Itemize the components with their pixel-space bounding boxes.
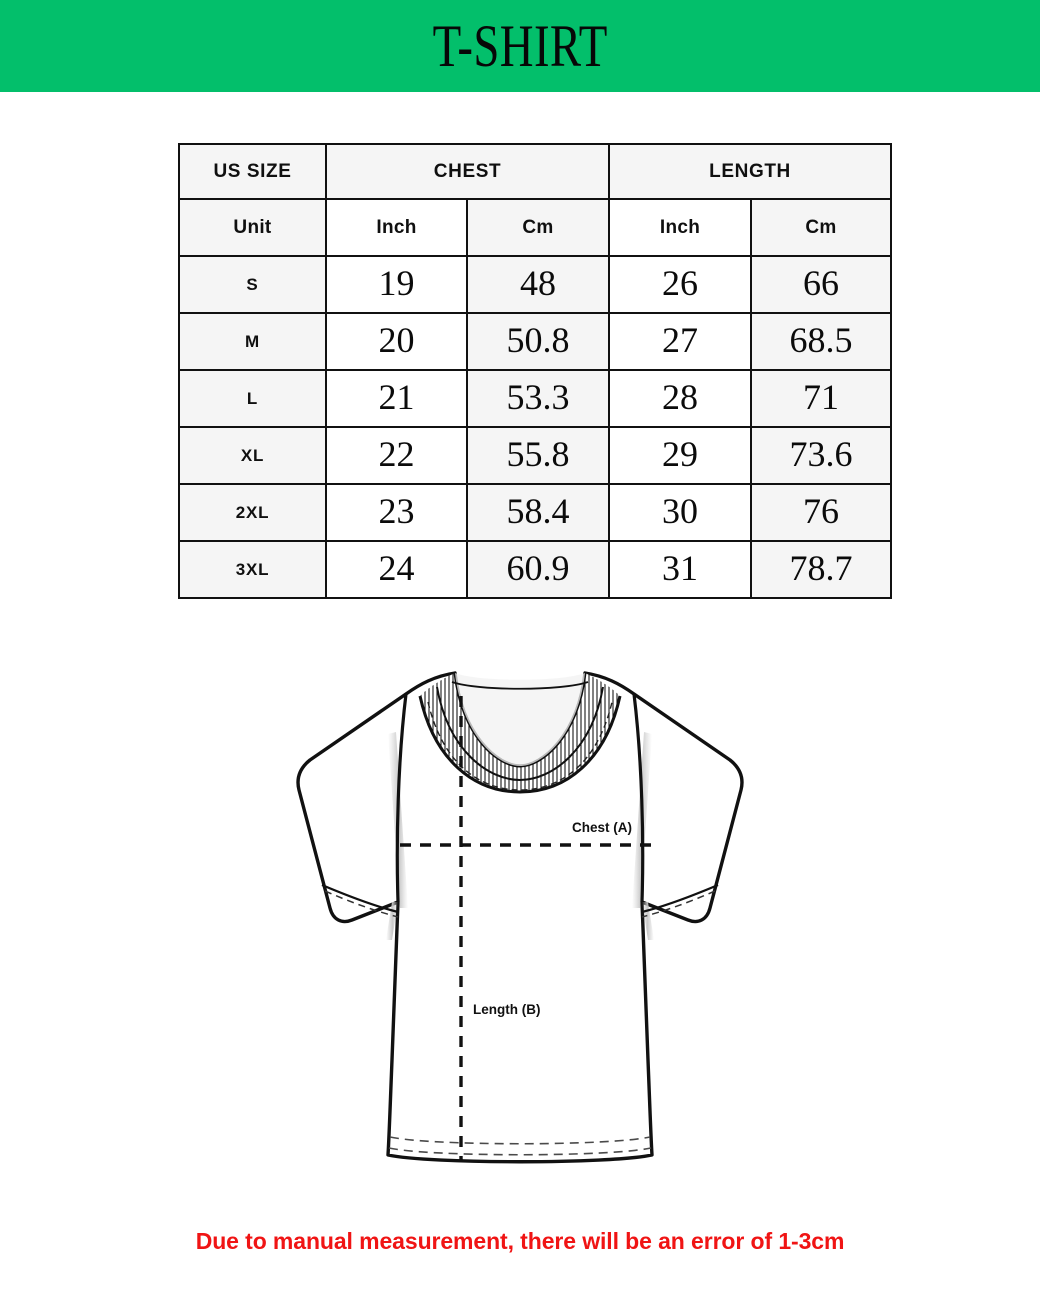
cell-chest-cm: 55.8 (466, 426, 610, 485)
cell-length-cm: 78.7 (750, 540, 892, 599)
header-chest-cm: Cm (466, 198, 610, 257)
table-row: M 20 50.8 27 68.5 (178, 312, 892, 371)
table-row: 2XL 23 58.4 30 76 (178, 483, 892, 542)
collar-inner-edge (418, 695, 622, 794)
header-banner: T-SHIRT (0, 0, 1040, 92)
page-title: T-SHIRT (432, 13, 608, 79)
cell-length-cm: 71 (750, 369, 892, 428)
cell-chest-cm: 53.3 (466, 369, 610, 428)
size-table-container: US SIZE CHEST LENGTH Unit Inch Cm Inch C… (178, 143, 892, 599)
cell-length-cm: 76 (750, 483, 892, 542)
cell-chest-cm: 58.4 (466, 483, 610, 542)
cell-length-cm: 66 (750, 255, 892, 314)
collar-topstitch (427, 701, 613, 791)
table-unit-header-row: Unit Inch Cm Inch Cm (178, 198, 892, 257)
measurement-disclaimer: Due to manual measurement, there will be… (195, 1228, 845, 1254)
cell-chest-inch: 22 (325, 426, 468, 485)
size-chart-table: US SIZE CHEST LENGTH Unit Inch Cm Inch C… (178, 143, 892, 599)
cell-length-cm: 68.5 (750, 312, 892, 371)
cell-chest-cm: 50.8 (466, 312, 610, 371)
right-cuff-stitch-outer (641, 890, 716, 918)
neck-opening (455, 673, 585, 766)
left-sleeve-seam (395, 693, 408, 903)
cell-chest-inch: 24 (325, 540, 468, 599)
tshirt-diagram: Chest (A) Length (B) (0, 640, 1040, 1200)
shirt-body-group (296, 671, 744, 1164)
table-body: S 19 48 26 66 M 20 50.8 27 68.5 L 21 53.… (178, 255, 892, 599)
cell-size: XL (178, 426, 327, 485)
header-chest: CHEST (325, 143, 610, 200)
cell-length-inch: 26 (608, 255, 752, 314)
cell-chest-inch: 19 (325, 255, 468, 314)
table-group-header-row: US SIZE CHEST LENGTH (178, 143, 892, 200)
header-length-cm: Cm (750, 198, 892, 257)
cell-size: 3XL (178, 540, 327, 599)
left-cuff-stitch-outer (324, 890, 399, 918)
cell-chest-inch: 21 (325, 369, 468, 428)
header-chest-inch: Inch (325, 198, 468, 257)
cell-size: 2XL (178, 483, 327, 542)
header-length: LENGTH (608, 143, 892, 200)
cell-length-inch: 30 (608, 483, 752, 542)
length-measurement-label: Length (B) (473, 1002, 540, 1017)
chest-measurement-label: Chest (A) (572, 820, 632, 835)
cell-size: M (178, 312, 327, 371)
cell-length-inch: 27 (608, 312, 752, 371)
hem-stitch-lower (388, 1147, 652, 1156)
cell-length-inch: 28 (608, 369, 752, 428)
right-cuff-edge (641, 883, 719, 914)
cell-chest-cm: 60.9 (466, 540, 610, 599)
cell-chest-cm: 48 (466, 255, 610, 314)
right-sleeve-seam (632, 693, 645, 903)
header-length-inch: Inch (608, 198, 752, 257)
measurement-guides: Chest (A) Length (B) (400, 696, 655, 1160)
hem-stitch-upper (389, 1136, 651, 1145)
cell-chest-inch: 20 (325, 312, 468, 371)
cell-chest-inch: 23 (325, 483, 468, 542)
cell-length-inch: 31 (608, 540, 752, 599)
table-row: S 19 48 26 66 (178, 255, 892, 314)
table-row: 3XL 24 60.9 31 78.7 (178, 540, 892, 599)
tshirt-illustration-svg: Chest (A) Length (B) (296, 671, 744, 1164)
collar-mid-line (436, 686, 604, 782)
cell-length-inch: 29 (608, 426, 752, 485)
table-row: XL 22 55.8 29 73.6 (178, 426, 892, 485)
left-cuff-edge (321, 883, 399, 914)
cell-length-cm: 73.6 (750, 426, 892, 485)
table-row: L 21 53.3 28 71 (178, 369, 892, 428)
cell-size: L (178, 369, 327, 428)
table-head: US SIZE CHEST LENGTH Unit Inch Cm Inch C… (178, 143, 892, 257)
collar-seam-top (451, 681, 589, 690)
cell-size: S (178, 255, 327, 314)
header-us-size: US SIZE (178, 143, 327, 200)
header-unit: Unit (178, 198, 327, 257)
